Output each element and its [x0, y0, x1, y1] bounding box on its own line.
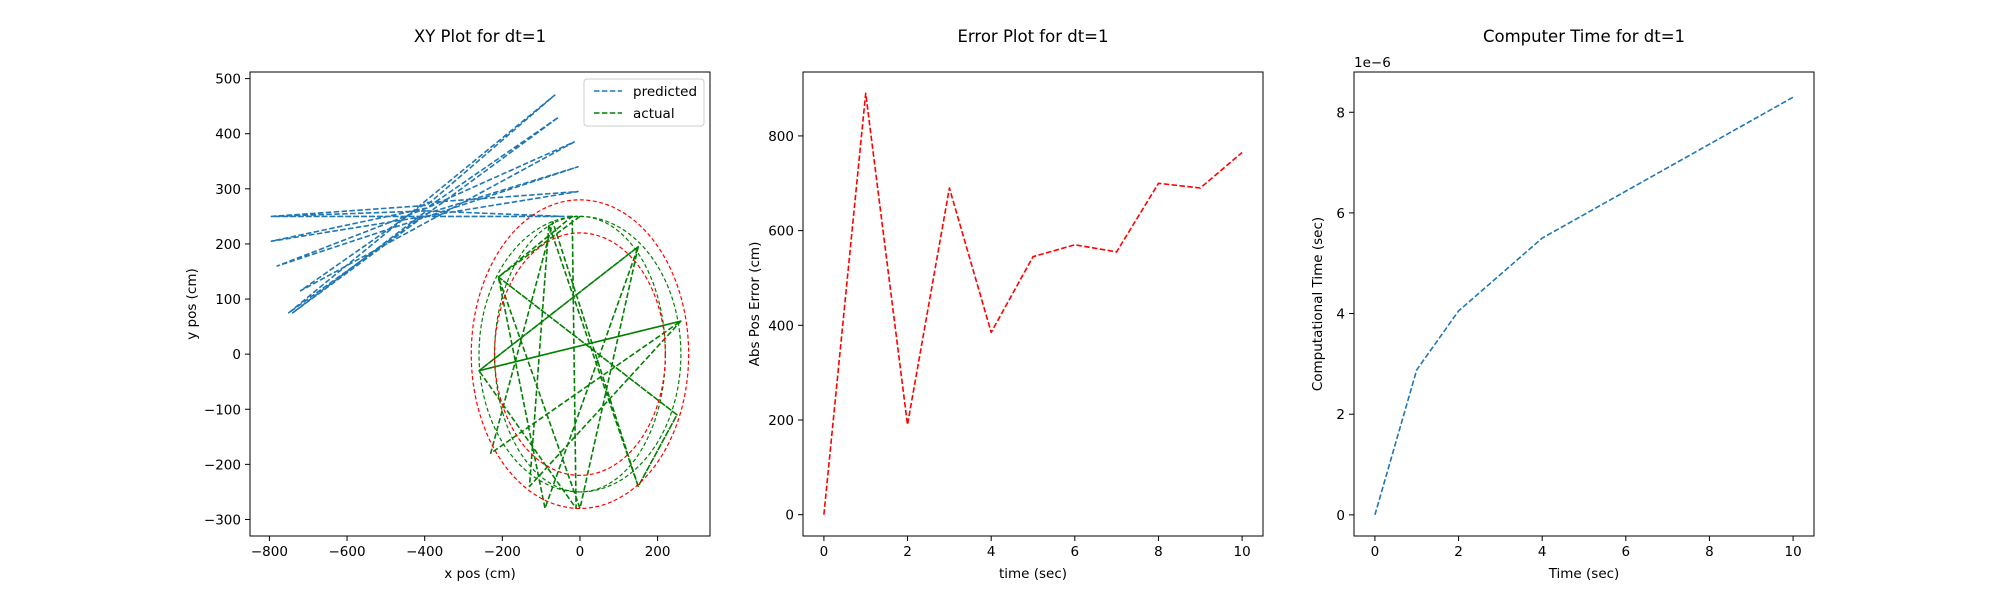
error-plot-x-axis-label: time (sec): [999, 566, 1067, 582]
error-plot-y-axis-label: Abs Pos Error (cm): [747, 242, 763, 367]
xy-plot-series-line-actual: [478, 215, 682, 510]
error-plot-series-line-0: [823, 92, 1243, 515]
computer-time-x-tick-label: 4: [1538, 544, 1547, 560]
error-plot-frame: [802, 71, 1264, 537]
computer-time-y-offset-label: 1e−6: [1354, 55, 1391, 71]
xy-plot-y-tick-label: −200: [204, 457, 241, 473]
xy-plot-y-tick-label: 100: [215, 292, 241, 308]
legend-label-actual: actual: [633, 106, 675, 122]
xy-plot-x-tick-label: −600: [328, 544, 365, 560]
xy-plot-x-ticks: −800 −600 −400 −200 0 200: [251, 536, 671, 560]
computer-time-panel: Computer Time for dt=1 0 2 4 6 8 10 0 2 4 6 8 1e−…: [1310, 27, 1815, 582]
xy-plot-y-tick-label: −300: [204, 512, 241, 528]
computer-time-x-tick-label: 8: [1705, 544, 1714, 560]
error-plot-x-tick-label: 10: [1233, 544, 1250, 560]
xy-plot-series-line-predicted: [270, 94, 579, 314]
computer-time-y-tick-label: 8: [1336, 105, 1345, 121]
computer-time-y-axis-label: Computational Time (sec): [1310, 217, 1326, 391]
computer-time-area: [1374, 96, 1794, 516]
xy-plot-y-axis-label: y pos (cm): [184, 268, 200, 340]
xy-plot-x-tick-label: −200: [484, 544, 521, 560]
xy-plot-x-tick-label: −800: [251, 544, 288, 560]
xy-plot-y-tick-label: 500: [215, 72, 241, 88]
xy-plot-y-tick-label: 400: [215, 127, 241, 143]
error-plot-y-ticks: 0 200 400 600 800: [768, 129, 803, 524]
xy-plot-y-tick-label: 300: [215, 182, 241, 198]
error-plot-x-tick-label: 2: [903, 544, 912, 560]
computer-time-x-axis-label: Time (sec): [1548, 566, 1620, 582]
computer-time-y-tick-label: 2: [1336, 407, 1345, 423]
computer-time-y-tick-label: 0: [1336, 508, 1345, 524]
xy-plot-x-axis-label: x pos (cm): [444, 566, 516, 582]
computer-time-frame: [1353, 71, 1815, 537]
error-plot-y-tick-label: 200: [768, 413, 794, 429]
error-plot-y-tick-label: 600: [768, 224, 794, 240]
xy-plot-legend: predicted actual: [583, 78, 705, 127]
computer-time-y-ticks: 0 2 4 6 8: [1336, 105, 1354, 524]
xy-plot-x-tick-label: 0: [576, 544, 585, 560]
error-plot-title: Error Plot for dt=1: [957, 27, 1108, 46]
computer-time-x-tick-label: 2: [1454, 544, 1463, 560]
computer-time-x-tick-label: 10: [1784, 544, 1801, 560]
error-plot-x-tick-label: 6: [1071, 544, 1080, 560]
error-plot-y-tick-label: 0: [785, 508, 794, 524]
computer-time-y-tick-label: 4: [1336, 307, 1345, 323]
xy-plot-y-ticks: −300 −200 −100 0 100 200 300 400 500: [204, 72, 250, 528]
xy-plot-title: XY Plot for dt=1: [414, 27, 546, 46]
error-plot-panel: Error Plot for dt=1 0 2 4 6 8 10 0 200 400 600 80…: [747, 27, 1264, 582]
computer-time-x-tick-label: 0: [1371, 544, 1380, 560]
xy-plot-ellipse-3-1: [493, 232, 666, 476]
computer-time-x-tick-label: 6: [1622, 544, 1631, 560]
error-plot-x-tick-label: 0: [820, 544, 829, 560]
xy-plot-frame: [249, 71, 711, 537]
xy-plot-panel: XY Plot for dt=1 −800 −600 −400 −200 0 200 −3…: [184, 27, 711, 582]
computer-time-y-tick-label: 6: [1336, 206, 1345, 222]
computer-time-x-ticks: 0 2 4 6 8 10: [1371, 536, 1802, 560]
error-plot-x-tick-label: 8: [1154, 544, 1163, 560]
xy-plot-area: [270, 94, 690, 510]
xy-plot-y-tick-label: −100: [204, 402, 241, 418]
error-plot-y-tick-label: 400: [768, 318, 794, 334]
xy-plot-x-tick-label: 200: [645, 544, 671, 560]
computer-time-title: Computer Time for dt=1: [1483, 27, 1685, 46]
error-plot-y-tick-label: 800: [768, 129, 794, 145]
computer-time-series-line-0: [1374, 96, 1794, 516]
xy-plot-y-tick-label: 200: [215, 237, 241, 253]
error-plot-x-ticks: 0 2 4 6 8 10: [820, 536, 1251, 560]
xy-plot-x-tick-label: −400: [406, 544, 443, 560]
xy-plot-ellipse-3-0: [470, 199, 690, 510]
error-plot-x-tick-label: 4: [987, 544, 996, 560]
xy-plot-y-tick-label: 0: [232, 347, 241, 363]
error-plot-area: [823, 92, 1243, 515]
xy-plot-ellipse-2-1: [478, 215, 682, 493]
legend-label-predicted: predicted: [633, 84, 697, 100]
